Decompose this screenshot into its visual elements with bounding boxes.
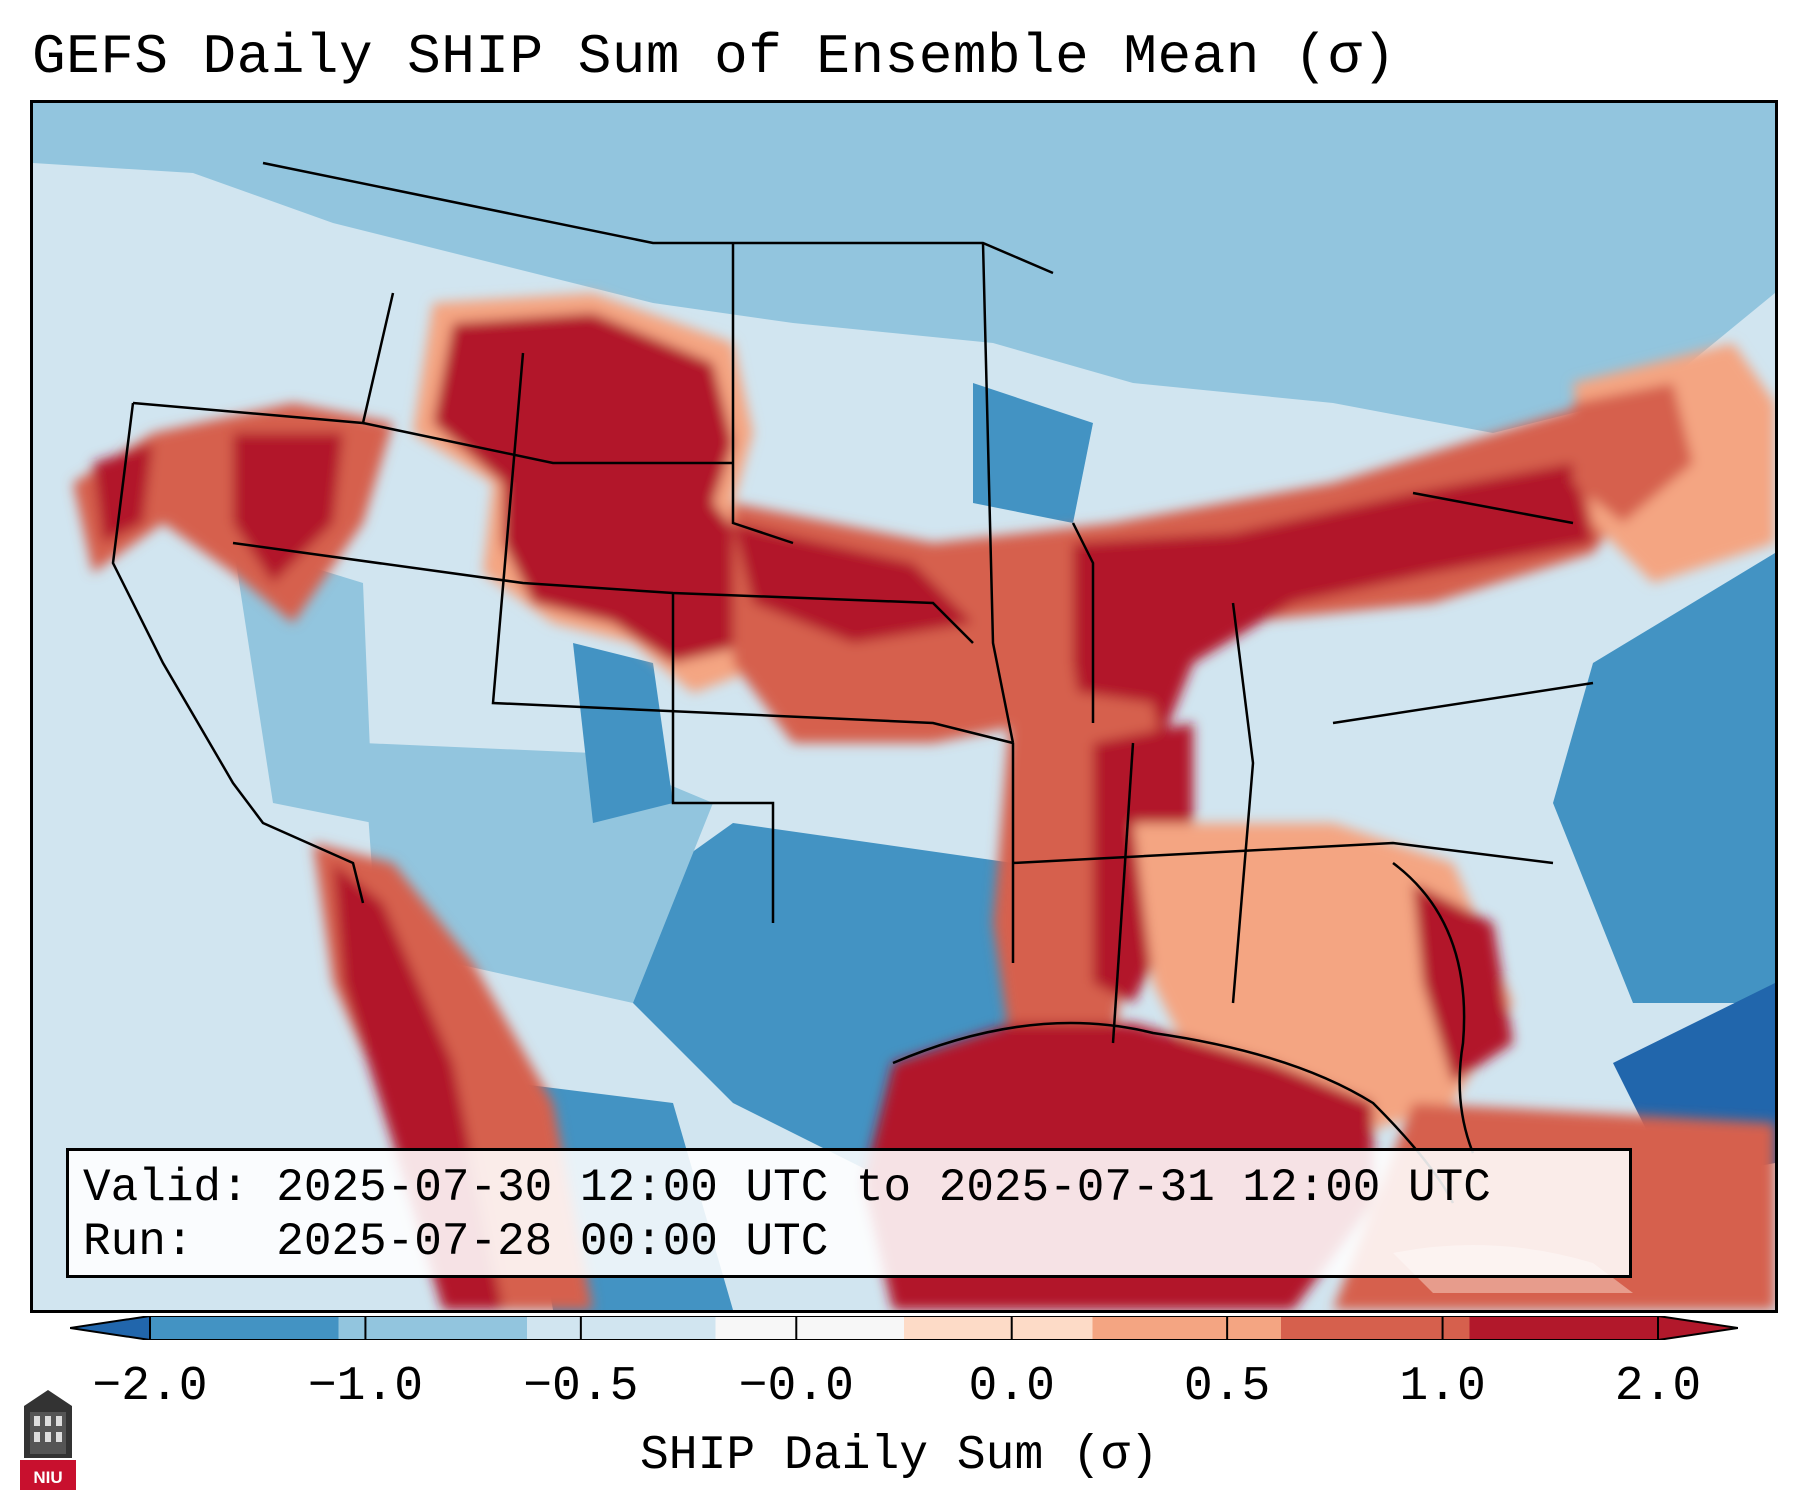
ship-field-map bbox=[33, 103, 1775, 1310]
colorbar-segment bbox=[715, 1316, 905, 1340]
logo-text: NIU bbox=[33, 1468, 63, 1487]
colorbar-tick-label: 2.0 bbox=[1614, 1360, 1702, 1414]
map-panel bbox=[30, 100, 1778, 1313]
colorbar-segment bbox=[527, 1316, 716, 1340]
colorbar-tick-label: 1.0 bbox=[1399, 1360, 1486, 1414]
plot-title: GEFS Daily SHIP Sum of Ensemble Mean (σ) bbox=[32, 25, 1397, 89]
colorbar-tick-label: −0.0 bbox=[738, 1360, 854, 1414]
colorbar-segment bbox=[1469, 1316, 1659, 1340]
colorbar-segment bbox=[338, 1316, 528, 1340]
colorbar-segment bbox=[1281, 1316, 1470, 1340]
run-time-text: Run: 2025-07-28 00:00 UTC bbox=[83, 1216, 829, 1268]
colorbar-tick-label: −1.0 bbox=[307, 1360, 424, 1414]
colorbar-tick-label: −0.5 bbox=[523, 1360, 639, 1414]
colorbar-label: SHIP Daily Sum (σ) bbox=[640, 1429, 1159, 1483]
colorbar-extend-low bbox=[70, 1316, 150, 1340]
colorbar-tick-label: 0.0 bbox=[968, 1360, 1055, 1414]
validity-info-box: Valid: 2025-07-30 12:00 UTC to 2025-07-3… bbox=[66, 1148, 1632, 1278]
colorbar-tick-label: −2.0 bbox=[92, 1360, 208, 1414]
colorbar bbox=[70, 1316, 1738, 1340]
niu-seal-icon bbox=[20, 1390, 76, 1490]
colorbar-segment bbox=[904, 1316, 1093, 1340]
niu-logo: NIU bbox=[20, 1388, 76, 1490]
colorbar-tick-label: 0.5 bbox=[1183, 1360, 1271, 1414]
colorbar-segment bbox=[1092, 1316, 1282, 1340]
colorbar-extend-high bbox=[1658, 1316, 1738, 1340]
colorbar-segment bbox=[150, 1316, 339, 1340]
boundary-lines bbox=[111, 161, 1594, 1204]
valid-time-text: Valid: 2025-07-30 12:00 UTC to 2025-07-3… bbox=[83, 1162, 1491, 1214]
